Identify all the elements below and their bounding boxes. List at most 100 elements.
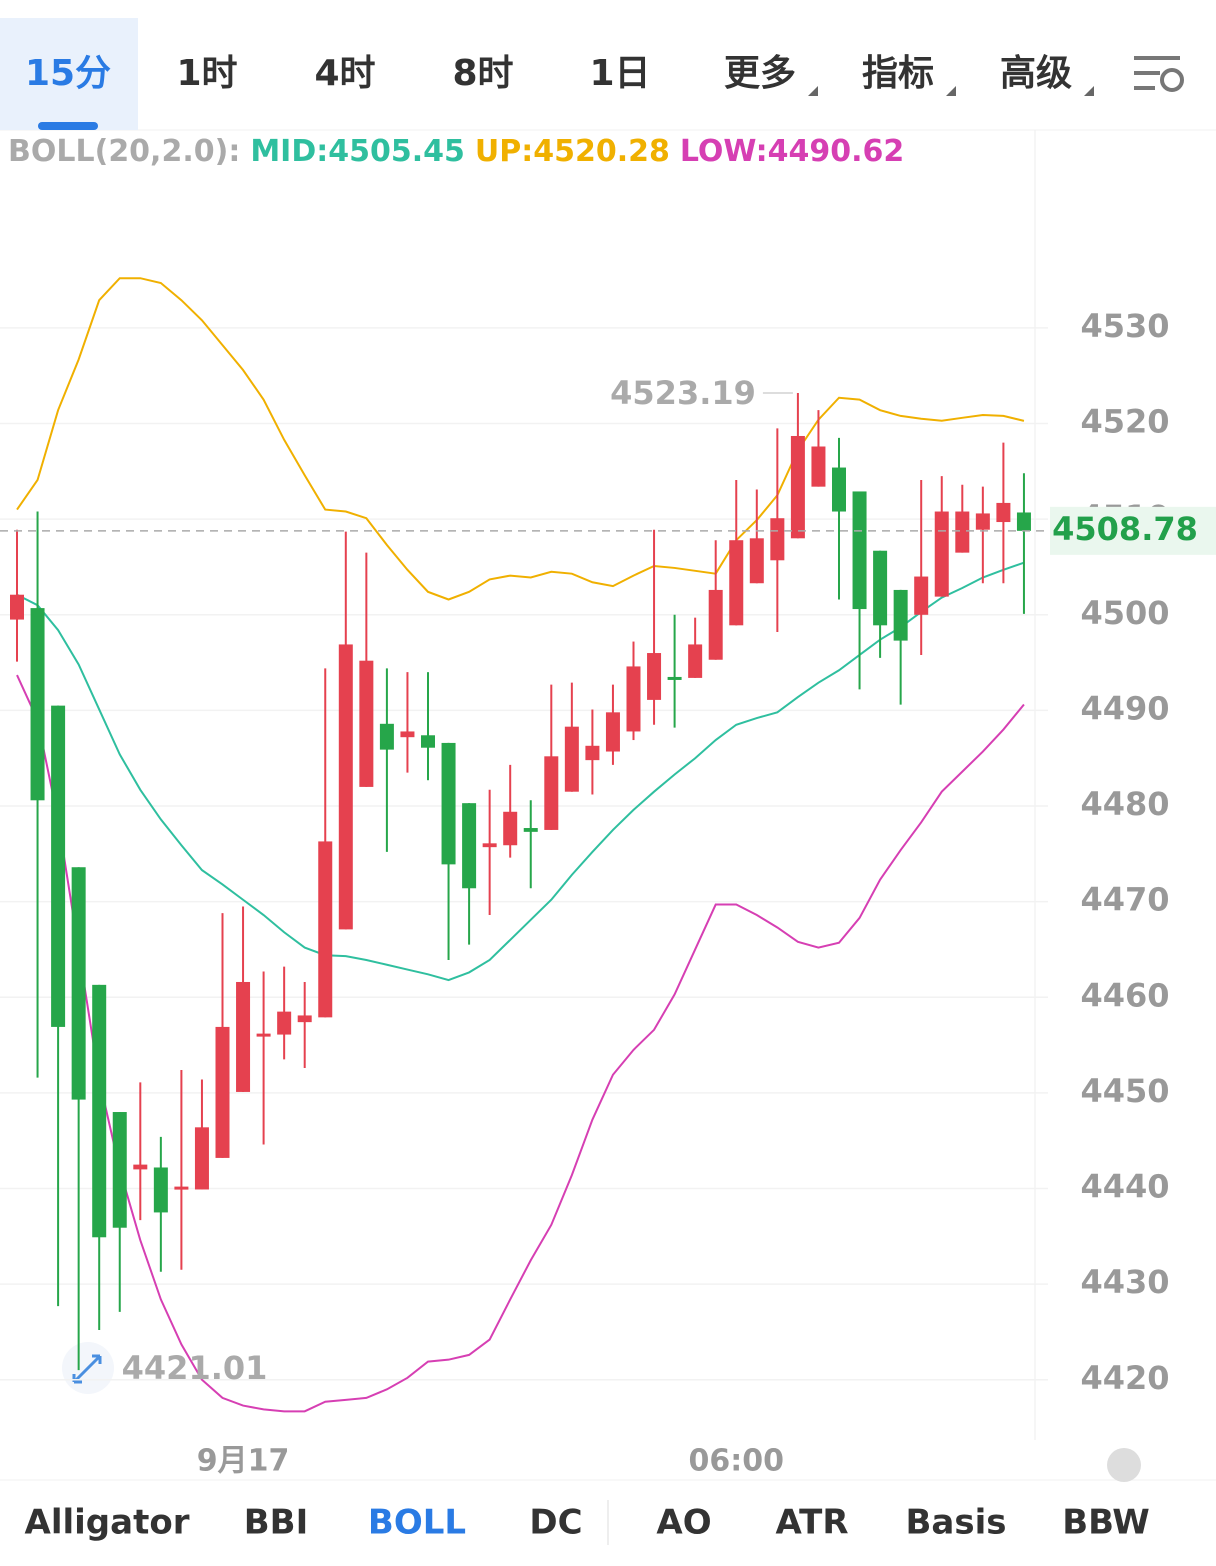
- legend-value: 4490.62: [768, 134, 905, 169]
- legend-name: LOW:: [680, 134, 768, 169]
- candle-body: [112, 1112, 127, 1228]
- candle-body: [749, 538, 764, 584]
- legend-name: UP:: [475, 134, 533, 169]
- candle-body: [153, 1167, 168, 1213]
- current-price-label: 4508.78: [1052, 510, 1198, 548]
- expand-arrow: [72, 1354, 102, 1384]
- candle-body: [482, 843, 497, 848]
- top-tab[interactable]: 1时: [176, 53, 237, 94]
- candle-body: [421, 735, 435, 748]
- legend-value: 4520.28: [533, 134, 670, 169]
- candle-body: [236, 981, 251, 1092]
- candle-body: [71, 867, 86, 1100]
- candle-body: [359, 660, 374, 787]
- candle-body: [873, 550, 888, 626]
- candle-body: [955, 511, 970, 553]
- indicator-tab[interactable]: Basis: [906, 1503, 1007, 1543]
- candle-body: [441, 742, 456, 865]
- active-tab-underline: [38, 122, 98, 130]
- indicator-tab[interactable]: BOLL: [368, 1503, 466, 1543]
- candle-body: [277, 1011, 292, 1035]
- top-tab[interactable]: 更多: [724, 53, 796, 94]
- top-tab[interactable]: 指标: [862, 53, 934, 94]
- candle-body: [544, 756, 559, 830]
- legend: BOLL(20,2.0): MID:4505.45 UP:4520.28 LOW:44…: [8, 134, 904, 169]
- candle-body: [10, 594, 24, 620]
- candle-body: [626, 666, 641, 732]
- candle-body: [996, 502, 1011, 523]
- candle-body: [379, 723, 394, 750]
- y-tick-label: 4530: [1080, 307, 1169, 345]
- indicator-tab[interactable]: Alligator: [25, 1503, 190, 1543]
- y-tick-label: 4440: [1080, 1168, 1169, 1206]
- candle-body: [297, 1015, 312, 1023]
- y-tick-label: 4460: [1080, 976, 1169, 1014]
- candle-body: [318, 841, 333, 1018]
- candle-body: [523, 828, 538, 832]
- legend-name: MID:: [250, 134, 328, 169]
- candle-body: [462, 803, 477, 889]
- x-tick-label: 06:00: [689, 1444, 785, 1479]
- candle-body: [729, 540, 744, 626]
- candle-body: [51, 705, 66, 1027]
- top-tab[interactable]: 1日: [589, 53, 650, 94]
- active-tab-bg: [0, 18, 138, 130]
- y-tick-label: 4520: [1080, 403, 1169, 441]
- candle-body: [30, 608, 45, 801]
- candle-body: [338, 644, 353, 930]
- dropdown-triangle: [808, 86, 818, 96]
- candle-body: [92, 984, 107, 1238]
- candle-body: [790, 435, 805, 539]
- current-price-bg: [1050, 506, 1216, 555]
- indicator-tab[interactable]: DC: [529, 1503, 582, 1543]
- y-tick-label: 4420: [1080, 1359, 1169, 1397]
- candle-body: [256, 1033, 271, 1037]
- candle-body: [667, 676, 682, 680]
- y-tick-label: 4500: [1080, 594, 1169, 632]
- candle-body: [832, 467, 846, 512]
- max-annotation: 4523.19: [610, 374, 756, 412]
- candle-body: [585, 745, 600, 761]
- candle-body: [688, 644, 703, 678]
- candle-body: [605, 712, 620, 752]
- candle-body: [133, 1164, 148, 1170]
- candle-body: [770, 518, 785, 561]
- candle-body: [647, 653, 662, 700]
- indicator-tab[interactable]: AO: [656, 1503, 711, 1543]
- candle-body: [1016, 512, 1031, 531]
- min-annotation: 4421.01: [122, 1349, 268, 1387]
- top-tab[interactable]: 高级: [1000, 53, 1072, 94]
- band-line: [16, 674, 1025, 1413]
- x-tick-label: 9月17: [197, 1444, 290, 1479]
- top-tab[interactable]: 15分: [25, 53, 111, 94]
- top-tab[interactable]: 4时: [314, 53, 375, 94]
- settings-icon[interactable]: [1134, 56, 1184, 92]
- scroll-end-button[interactable]: [1107, 1448, 1141, 1482]
- y-tick-label: 4470: [1080, 881, 1169, 919]
- candle-body: [564, 726, 579, 792]
- indicator-tab[interactable]: BBW: [1062, 1503, 1149, 1543]
- y-tick-label: 4450: [1080, 1072, 1169, 1110]
- y-tick-label: 4490: [1080, 689, 1169, 727]
- dropdown-triangle: [1084, 86, 1094, 96]
- top-tab[interactable]: 8时: [452, 53, 513, 94]
- candle-body: [503, 811, 518, 846]
- y-tick-label: 4430: [1080, 1263, 1169, 1301]
- candle-body: [893, 589, 908, 641]
- candle-body: [852, 491, 867, 610]
- candle-body: [914, 576, 929, 615]
- legend-value: 4505.45: [328, 134, 465, 169]
- indicator-tab[interactable]: BBI: [244, 1503, 308, 1543]
- indicator-tab[interactable]: ATR: [775, 1503, 848, 1543]
- dropdown-triangle: [946, 86, 956, 96]
- candle-body: [708, 589, 723, 660]
- legend-prefix: BOLL(20,2.0):: [8, 134, 240, 169]
- band-line: [16, 277, 1025, 601]
- candle-body: [975, 513, 990, 530]
- candle-body: [194, 1127, 209, 1190]
- candle-body: [174, 1186, 189, 1190]
- band-line: [16, 561, 1025, 982]
- candle-body: [811, 446, 826, 487]
